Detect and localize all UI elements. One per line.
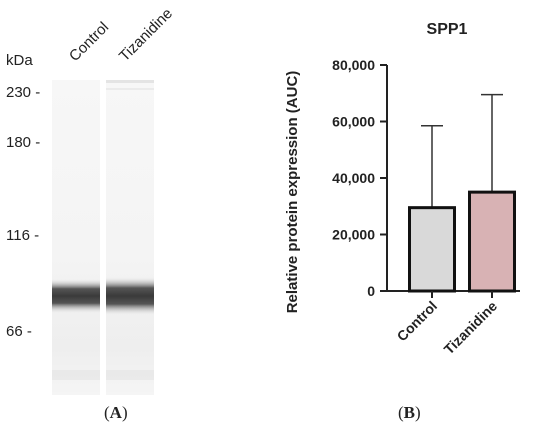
y-tick-label: 20,000 — [332, 227, 375, 243]
western-blot-panel: kDa 230 - 180 - 116 - 66 - Control Tizan… — [0, 0, 210, 431]
chart-title: SPP1 — [427, 21, 468, 38]
panel-label-a: (A) — [104, 403, 128, 422]
kda-unit-label: kDa — [6, 52, 33, 69]
blot-lane-control — [52, 80, 100, 395]
blot-lane-tizanidine — [106, 80, 154, 395]
y-axis-label: Relative protein expression (AUC) — [284, 71, 301, 314]
y-tick-label: 80,000 — [332, 57, 375, 73]
marker-label-116: 116 - — [6, 227, 40, 244]
marker-label-180: 180 - — [6, 134, 41, 151]
bar-control — [408, 206, 456, 293]
bar-tizanidine — [468, 190, 516, 293]
y-tick-label: 40,000 — [332, 170, 375, 186]
y-tick-label: 0 — [367, 283, 375, 299]
y-tick-label: 60,000 — [332, 114, 375, 130]
marker-label-66: 66 - — [6, 323, 32, 340]
x-tick-label-tizanidine: Tizanidine — [441, 298, 501, 358]
marker-label-230: 230 - — [6, 84, 41, 101]
x-tick-label-control: Control — [394, 298, 441, 345]
panel-label-b: (B) — [398, 403, 421, 422]
